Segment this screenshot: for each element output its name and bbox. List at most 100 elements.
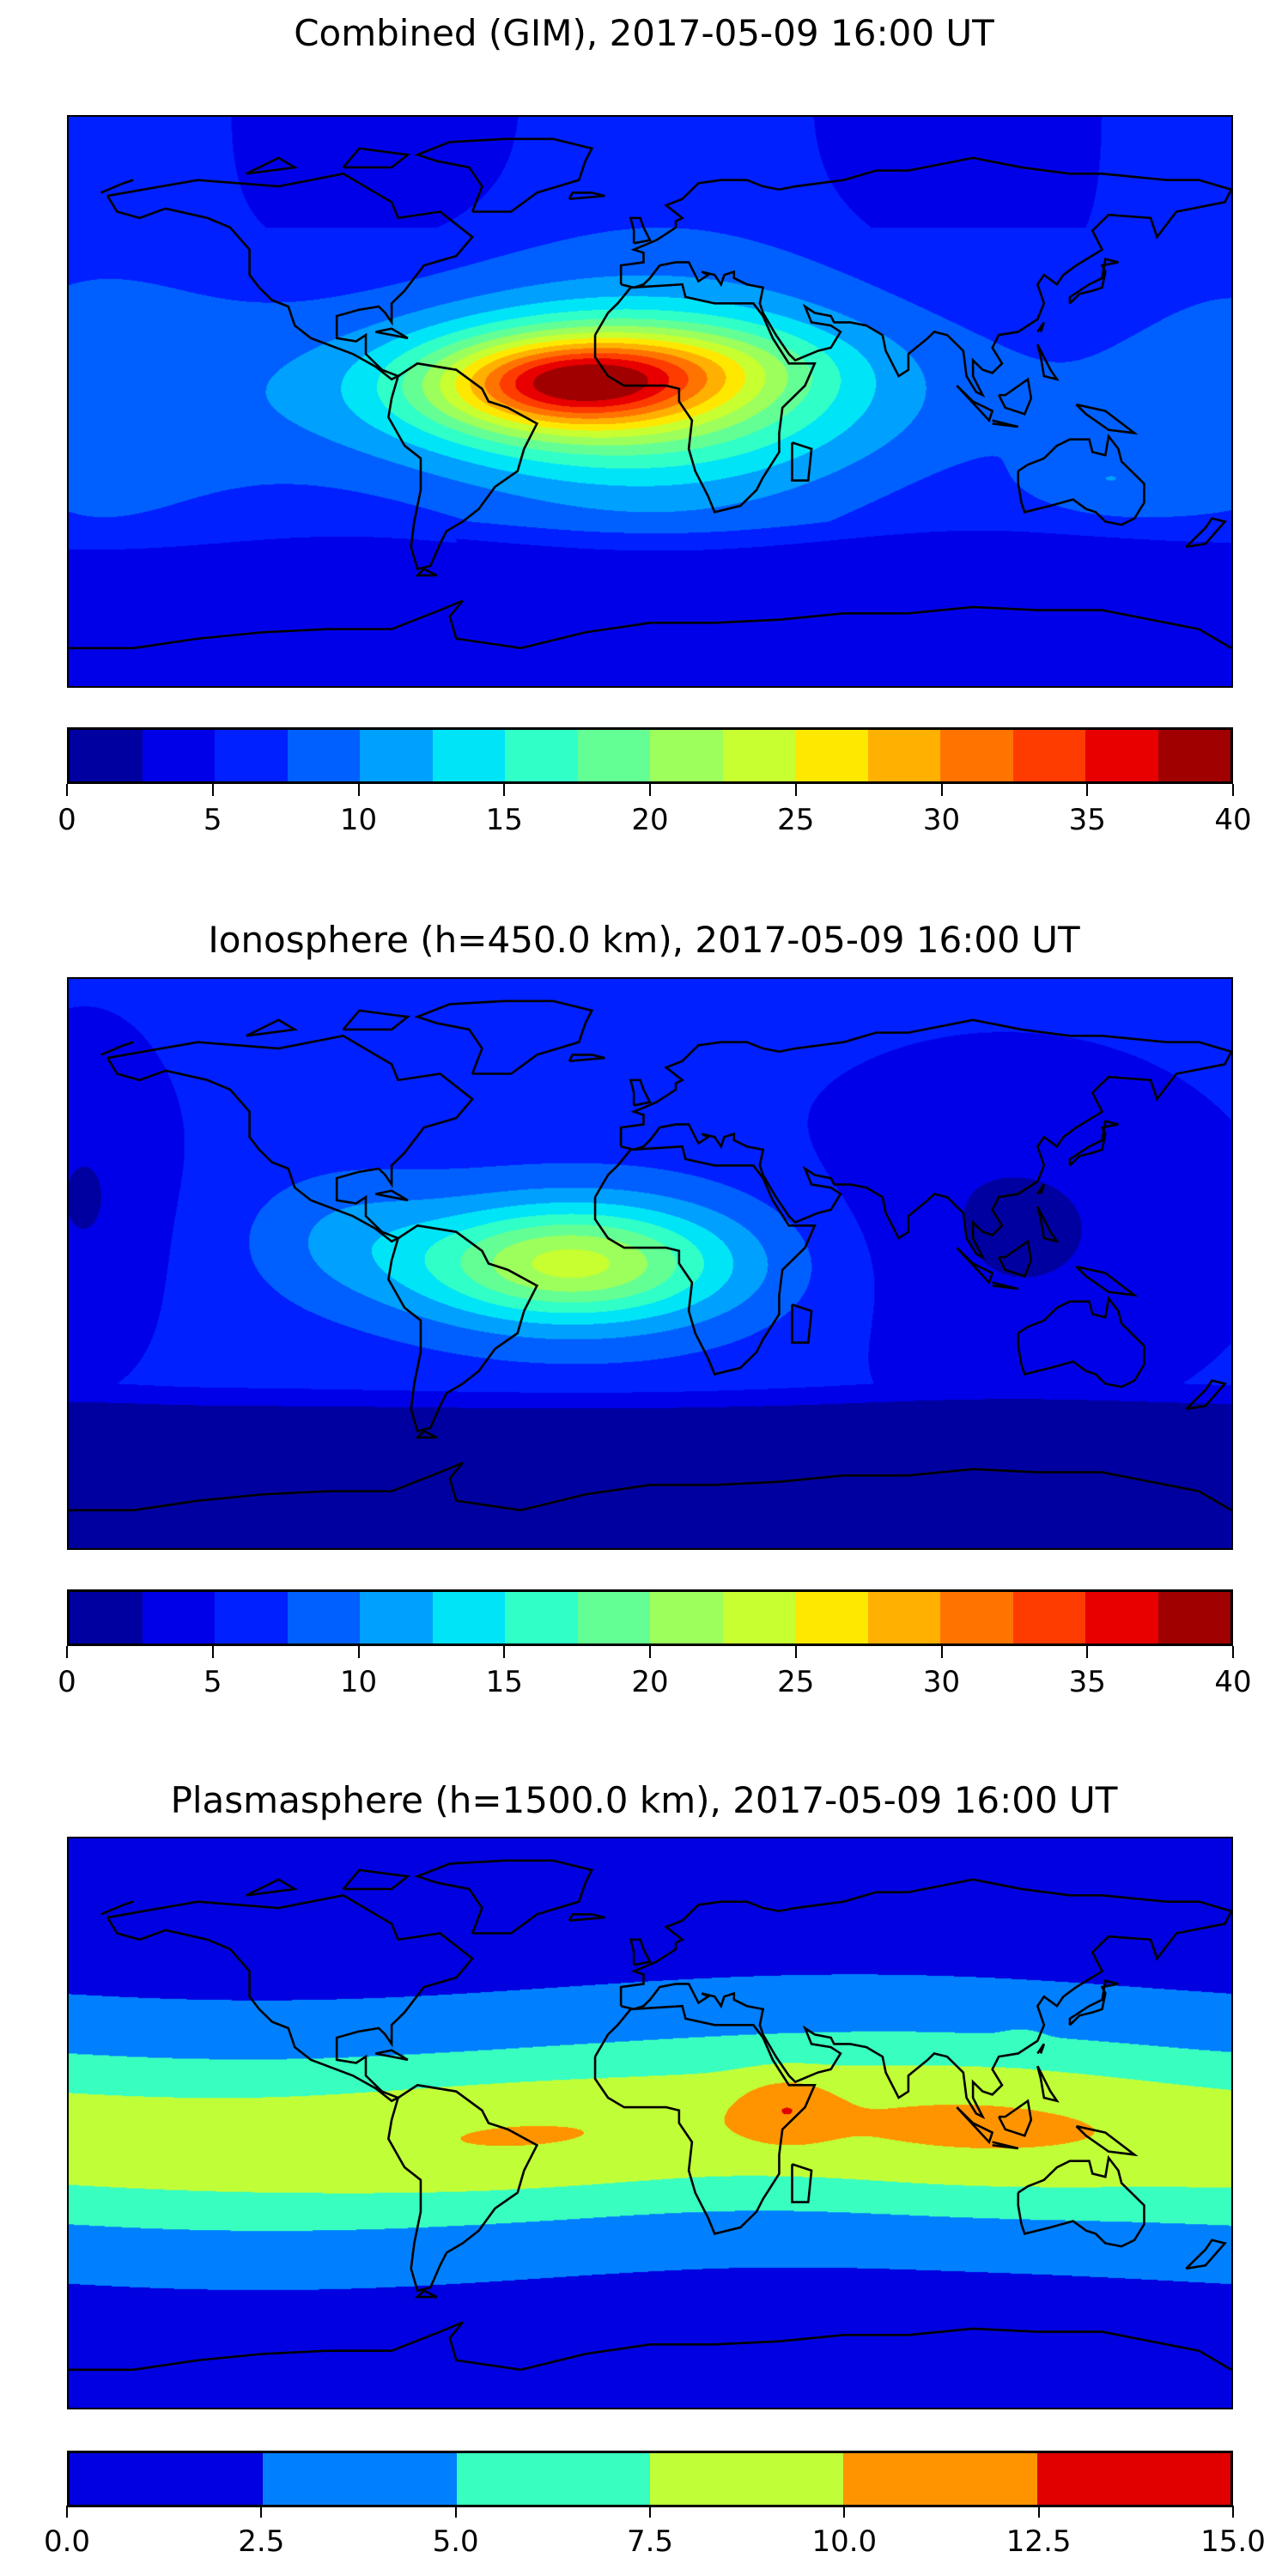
coastline: [1186, 519, 1224, 547]
colorbar-segment: [505, 1592, 578, 1643]
coastline: [1018, 436, 1145, 525]
colorbar-segment: [1012, 730, 1085, 781]
colorbar-tick: [1232, 784, 1234, 796]
colorbar-tick-label: 10.0: [811, 2524, 878, 2559]
colorbar-segment: [722, 1592, 795, 1643]
coastline: [1076, 404, 1134, 433]
coastline: [417, 139, 592, 212]
colorbar-segment: [795, 730, 868, 781]
colorbar-segment: [360, 730, 433, 781]
coastline: [1037, 322, 1044, 331]
coastline: [69, 1463, 1231, 1510]
colorbar-segment: [1012, 1592, 1085, 1643]
coastline: [375, 2050, 408, 2060]
colorbar-segment: [432, 730, 505, 781]
colorbar-segment: [1036, 2453, 1230, 2505]
colorbar-ticks: 0 5 10 15 20 25 30 35 40: [58, 784, 1252, 844]
colorbar-segment: [650, 1592, 723, 1643]
coastline: [569, 1914, 605, 1920]
colorbar-tick-label: 2.5: [238, 2524, 285, 2559]
coastline: [595, 1146, 815, 1374]
colorbar-tick: [794, 1646, 797, 1658]
panel-title: Ionosphere (h=450.0 km), 2017-05-09 16:0…: [208, 919, 1080, 961]
colorbar-tick-label: 10: [339, 803, 378, 837]
colorbar-segment: [1085, 730, 1158, 781]
colorbar-tick-label: 35: [1068, 1665, 1106, 1699]
colorbar-segment: [577, 730, 650, 781]
colorbar-tick-label: 40: [1214, 803, 1252, 837]
colorbar-tick-label: 30: [922, 803, 961, 837]
colorbar-segment: [142, 730, 215, 781]
coastline: [1070, 1981, 1118, 2026]
colorbar-tick: [1232, 1646, 1234, 1658]
coastline: [999, 1242, 1031, 1277]
coastline: [417, 569, 437, 575]
colorbar-tick: [66, 1646, 68, 1658]
colorbar: [67, 727, 1233, 784]
coastline: [1037, 2044, 1044, 2053]
colorbar-segment: [70, 1592, 143, 1643]
colorbar-segment: [263, 2453, 457, 2505]
colorbar-tick-label: 5.0: [432, 2524, 479, 2559]
coastline: [417, 2291, 437, 2297]
field-canvas: [69, 117, 1231, 686]
colorbar-segment: [505, 730, 578, 781]
coastline: [107, 173, 472, 379]
colorbar-tick-label: 10: [339, 1665, 378, 1699]
colorbar-tick-label: 0.0: [43, 2524, 91, 2559]
coastline: [101, 180, 134, 193]
coastline: [621, 1880, 1231, 2117]
coastline: [792, 442, 811, 480]
map-ionosphere: [67, 977, 1233, 1550]
colorbar: [67, 1589, 1233, 1646]
coastline: [957, 1248, 992, 1283]
colorbar-tick: [649, 2506, 651, 2518]
colorbar-tick: [794, 784, 797, 796]
coastline: [343, 149, 408, 167]
coastline: [999, 2101, 1031, 2136]
colorbar-tick-label: 15.0: [1200, 2524, 1266, 2559]
colorbar-tick: [211, 784, 214, 796]
colorbar-tick-label: 12.5: [1005, 2524, 1072, 2559]
coastline: [1076, 1267, 1134, 1295]
coastline: [621, 158, 1231, 395]
colorbar-tick: [357, 784, 360, 796]
coastline: [957, 386, 992, 421]
colorbar-tick-label: 15: [485, 803, 523, 837]
colorbar-tick: [211, 1646, 214, 1658]
colorbar-tick: [503, 1646, 506, 1658]
colorbar-tick-label: 20: [631, 1665, 669, 1699]
colorbar-tick: [940, 784, 943, 796]
coastline: [417, 1001, 592, 1074]
colorbar-segment: [70, 2453, 264, 2505]
coastline: [1037, 1206, 1057, 1242]
colorbar-tick-label: 20: [631, 803, 669, 837]
colorbar-tick-label: 7.5: [626, 2524, 674, 2559]
coastline: [388, 2085, 537, 2290]
colorbar-tick: [649, 1646, 651, 1658]
coastline: [569, 192, 605, 198]
colorbar-tick: [843, 2506, 846, 2518]
colorbar-segment: [722, 730, 795, 781]
panel-title: Combined (GIM), 2017-05-09 16:00 UT: [294, 12, 994, 54]
colorbar-tick: [260, 2506, 263, 2518]
colorbar-segment: [577, 1592, 650, 1643]
colorbar-tick-label: 0: [58, 803, 76, 837]
colorbar-segment: [843, 2453, 1037, 2505]
coastline: [107, 1036, 472, 1241]
coastline: [107, 1895, 472, 2100]
colorbar-segment: [867, 730, 940, 781]
colorbar-tick-label: 40: [1214, 1665, 1252, 1699]
coastline: [343, 1870, 408, 1889]
coastline: [246, 1880, 295, 1895]
colorbar-segment: [432, 1592, 505, 1643]
colorbar-segment: [70, 730, 143, 781]
colorbar-tick: [66, 2506, 68, 2518]
colorbar-segment: [360, 1592, 433, 1643]
colorbar-tick: [1232, 2506, 1234, 2518]
colorbar-segment: [867, 1592, 940, 1643]
colorbar-ticks: 0 5 10 15 20 25 30 35 40: [58, 1646, 1252, 1706]
colorbar-tick-label: 30: [922, 1665, 961, 1699]
colorbar-segment: [287, 730, 360, 781]
coastline: [246, 158, 295, 173]
